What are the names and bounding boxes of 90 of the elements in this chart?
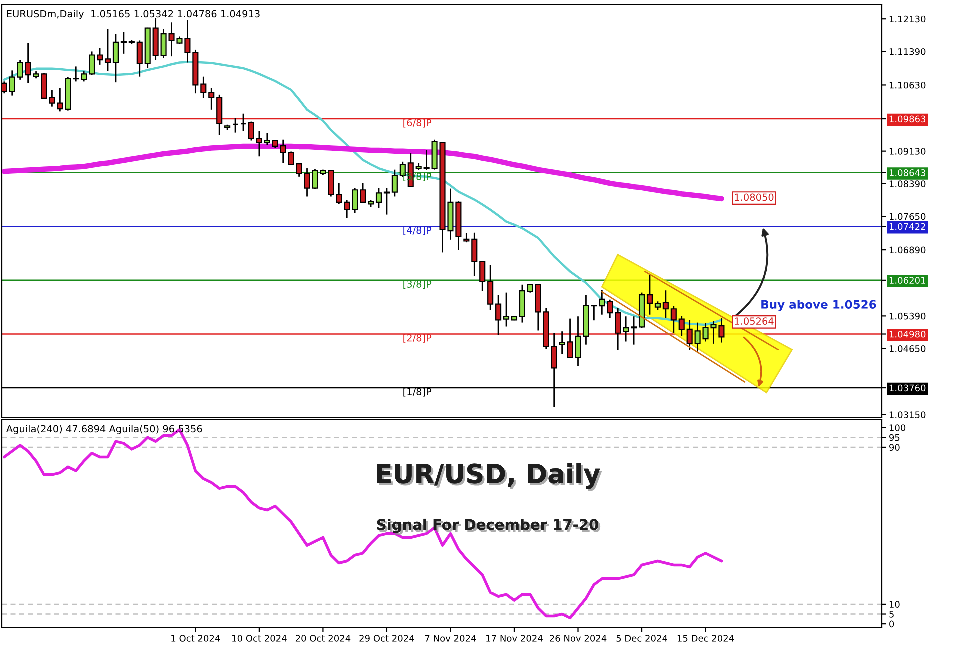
ref-line-label: [5/8]P	[404, 172, 432, 182]
candlestick	[488, 264, 494, 311]
y-tick-label: 0	[890, 620, 894, 628]
candlestick	[591, 304, 598, 322]
y-tick-label: 1.04980	[890, 330, 926, 338]
x-tick-label: 1 Oct 2024	[172, 635, 220, 642]
candlestick	[9, 70, 16, 96]
candlestick	[112, 33, 119, 84]
y-tick-label: 1.07422	[890, 223, 926, 230]
x-tick-label: 15 Dec 2024	[678, 635, 734, 642]
candlestick	[17, 59, 24, 81]
candlestick	[607, 299, 614, 320]
ref-line-label: [6/8]P	[404, 119, 432, 128]
ref-line-label: [2/8]P	[404, 334, 432, 343]
x-tick-label: 10 Oct 2024	[232, 635, 287, 642]
y-tick-label: 1.06890	[890, 246, 926, 254]
candlestick	[288, 151, 294, 166]
y-tick-label: 1.10630	[890, 82, 926, 89]
text: Buy above 1.0526	[762, 300, 876, 312]
candlestick	[344, 200, 350, 220]
y-tick-label: 1.09863	[890, 116, 926, 123]
candlestick	[464, 232, 470, 244]
x-tick-label: 20 Oct 2024	[296, 635, 351, 642]
y-tick-label: 1.11390	[890, 48, 926, 56]
candlestick	[599, 289, 606, 316]
candlestick	[120, 32, 127, 55]
candlestick	[240, 113, 247, 132]
candlestick	[136, 40, 143, 78]
candlestick	[615, 308, 622, 351]
y-tick-label: 1.06201	[890, 277, 926, 284]
candlestick	[384, 188, 390, 216]
candlestick	[360, 182, 366, 204]
candlestick	[97, 48, 104, 66]
candlestick	[670, 306, 677, 334]
x-tick-label: 26 Nov 2024	[550, 635, 607, 642]
candlestick	[503, 292, 510, 328]
candlestick	[392, 169, 398, 198]
candlestick	[631, 316, 638, 346]
candlestick	[104, 28, 112, 72]
candlestick	[686, 319, 693, 351]
candlestick	[424, 149, 430, 171]
candlestick	[662, 290, 669, 320]
candlestick	[256, 130, 262, 158]
candlestick	[678, 315, 685, 338]
candlestick	[264, 132, 270, 146]
ref-line-label: [4/8]P	[404, 226, 432, 236]
y-tick-label: 10	[890, 601, 900, 608]
text: EURUSDm,Daily 1.05165 1.05342 1.04786 1.04913	[7, 10, 260, 20]
y-tick-label: 1.04650	[890, 346, 926, 352]
y-tick-label: 1.03150	[890, 412, 926, 418]
text: Aguila(240) 47.6894 Aguila(50) 96.5356	[6, 425, 202, 435]
candlestick	[496, 294, 502, 336]
y-tick-label: 100	[890, 424, 906, 432]
y-tick-label: 1.08390	[890, 180, 926, 188]
candlestick	[81, 70, 88, 82]
candlestick	[280, 139, 286, 164]
candlestick	[208, 88, 215, 111]
x-tick-label: 5 Dec 2024	[616, 635, 668, 642]
y-tick-label: 1.09130	[890, 148, 926, 155]
x-tick-label: 29 Oct 2024	[360, 635, 414, 642]
y-tick-label: 1.05390	[890, 312, 926, 320]
candlestick	[480, 260, 486, 292]
text: 1.05264	[735, 318, 774, 326]
candlestick	[646, 274, 654, 316]
candlestick	[376, 188, 382, 209]
candlestick	[352, 188, 358, 214]
annotation: EUR/USD, Daily	[377, 463, 602, 492]
candlestick	[559, 330, 566, 355]
x-tick-label: 17 Nov 2024	[486, 635, 543, 642]
y-tick-label: 1.12130	[890, 16, 926, 23]
y-tick-label: 5	[890, 611, 894, 618]
text: 1.08050	[735, 194, 774, 202]
y-tick-label: 95	[890, 434, 900, 442]
candlestick	[73, 66, 80, 82]
candlestick	[336, 182, 342, 205]
candlestick	[248, 121, 254, 142]
x-tick-label: 7 Nov 2024	[425, 635, 476, 642]
candlestick	[623, 316, 630, 342]
y-tick-label: 90	[890, 444, 900, 452]
candlestick	[232, 118, 239, 134]
candlestick	[200, 76, 207, 100]
y-tick-label: 1.07650	[890, 213, 926, 220]
annotation: Signal For December 17-20	[377, 518, 601, 536]
candlestick	[694, 322, 701, 354]
ref-line-label: [1/8]P	[404, 388, 432, 397]
y-tick-label: 1.08643	[890, 170, 926, 176]
candlestick	[472, 232, 478, 278]
candlestick	[89, 51, 96, 76]
candlestick	[57, 88, 64, 112]
y-tick-label: 1.03760	[890, 384, 926, 392]
